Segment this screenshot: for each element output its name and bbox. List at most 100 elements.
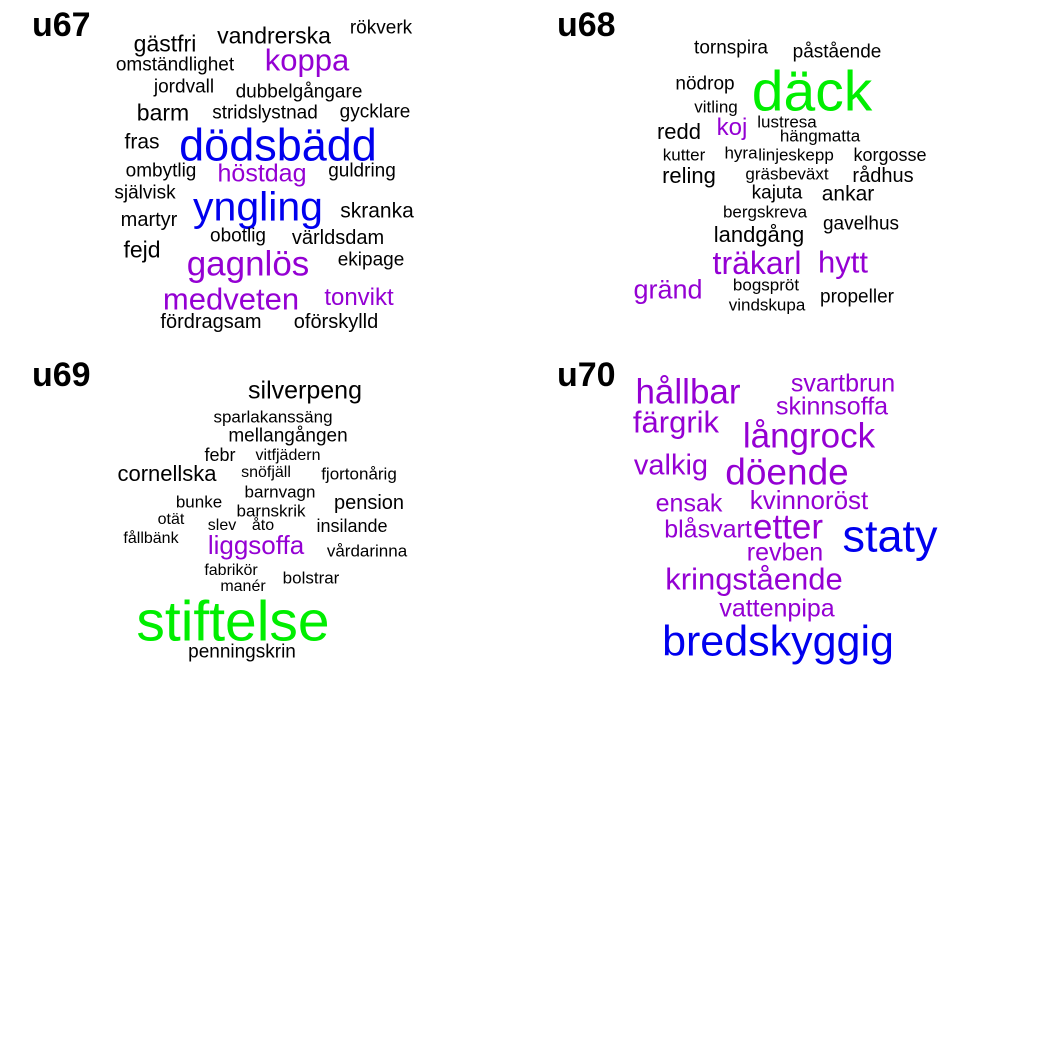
cloud-word: tornspira xyxy=(694,37,768,59)
cloud-word: döende xyxy=(725,451,849,493)
cloud-word: bunke xyxy=(175,492,223,512)
cloud-word: liggsoffa xyxy=(207,530,305,560)
cloud-word: gavelhus xyxy=(822,213,900,235)
cloud-word: bergskreva xyxy=(722,202,808,222)
cloud-word: bredskyggig xyxy=(662,617,894,666)
cloud-word: bolstrar xyxy=(282,568,340,588)
cloud-word: stiftelse xyxy=(136,589,330,654)
cloud-word: hängmatta xyxy=(779,126,861,146)
cloud-word: obotlig xyxy=(210,225,266,247)
cloud-word: gästfri xyxy=(133,30,197,57)
panel-title: u70 xyxy=(557,356,616,394)
cloud-word: hytt xyxy=(818,244,868,280)
cloud-word: vindskupa xyxy=(728,295,806,315)
cloud-word: påstående xyxy=(792,41,882,63)
cloud-word: jordvall xyxy=(153,76,215,98)
cloud-word: propeller xyxy=(820,286,894,308)
cloud-word: barm xyxy=(136,99,190,126)
cloud-word: medveten xyxy=(162,281,300,317)
cloud-word: etter xyxy=(752,507,824,547)
cloud-word: guldring xyxy=(328,160,396,182)
cloud-word: kajuta xyxy=(751,182,803,204)
cloud-word: vattenpipa xyxy=(719,594,835,623)
cloud-word: vitling xyxy=(694,97,738,117)
cloud-word: stridslystnad xyxy=(212,102,318,124)
cloud-word: koj xyxy=(716,114,748,141)
cloud-word: linjeskepp xyxy=(758,145,834,165)
cloud-word: dödsbädd xyxy=(179,119,377,171)
cloud-word: martyr xyxy=(120,209,178,231)
cloud-word: barnvagn xyxy=(244,482,316,502)
cloud-word: gränd xyxy=(633,274,703,305)
cloud-word: nödrop xyxy=(675,73,735,95)
cloud-word: silverpeng xyxy=(248,376,362,405)
cloud-word: fjortonårig xyxy=(321,464,397,484)
cloud-word: skranka xyxy=(340,199,414,223)
cloud-word: febr xyxy=(204,445,236,465)
cloud-word: valkig xyxy=(633,449,709,482)
cloud-word: oförskylld xyxy=(293,311,379,333)
cloud-word: rökverk xyxy=(349,17,413,39)
panel-u67: u67 gästfri vandrerska rökverk koppa omständ… xyxy=(0,0,525,350)
panel-u68: u68 tornspira påstående nödrop däck vitling r… xyxy=(525,0,1050,350)
panel-title: u67 xyxy=(32,6,91,44)
cloud-word: däck xyxy=(751,59,873,124)
panel-u70: u70 svartbrun hållbar skinnsoffa färgrik lån… xyxy=(525,350,1050,700)
cloud-word: gräsbeväxt xyxy=(745,164,829,184)
cloud-word: skinnsoffa xyxy=(775,392,889,421)
cloud-word: sparlakanssäng xyxy=(213,407,333,427)
cloud-word: träkarl xyxy=(712,245,802,281)
cloud-word: reling xyxy=(662,163,716,188)
cloud-word: gycklare xyxy=(339,101,411,123)
cloud-word: ensak xyxy=(655,489,723,518)
cloud-word: hyra xyxy=(724,143,758,163)
cloud-word: långrock xyxy=(742,416,876,456)
cloud-word: staty xyxy=(842,510,938,562)
cloud-word: kvinnoröst xyxy=(749,485,869,515)
cloud-word: mellangången xyxy=(228,425,348,447)
cloud-word: blåsvart xyxy=(664,515,752,544)
cloud-word: färgrik xyxy=(632,404,720,440)
word-cloud: gästfri vandrerska rökverk koppa omständligh… xyxy=(0,0,525,350)
cloud-word: höstdag xyxy=(217,159,307,188)
word-cloud: tornspira påstående nödrop däck vitling redd k… xyxy=(525,0,1050,350)
word-cloud: silverpeng sparlakanssäng mellangången febr… xyxy=(0,350,525,700)
panel-title: u68 xyxy=(557,6,616,44)
cloud-word: vårdarinna xyxy=(326,541,408,561)
cloud-word: cornellska xyxy=(117,461,217,486)
cloud-word: slev xyxy=(207,517,237,534)
cloud-word: koppa xyxy=(264,42,350,78)
cloud-word: korgosse xyxy=(853,145,927,165)
cloud-word: fejd xyxy=(123,236,161,263)
cloud-word: tonvikt xyxy=(324,284,394,311)
cloud-word: fördragsam xyxy=(160,311,262,333)
cloud-word: åto xyxy=(251,517,275,534)
cloud-word: vandrerska xyxy=(217,22,331,49)
cloud-word: lustresa xyxy=(757,112,817,132)
cloud-word: ekipage xyxy=(337,249,405,271)
cloud-word: revben xyxy=(746,538,824,567)
cloud-word: redd xyxy=(656,119,702,144)
cloud-word: fållbänk xyxy=(123,530,179,547)
cloud-word: gagnlös xyxy=(186,244,310,284)
cloud-word: dubbelgångare xyxy=(235,81,363,103)
cloud-word: kutter xyxy=(662,145,706,165)
cloud-word: rådhus xyxy=(852,165,914,187)
cloud-word: omständlighet xyxy=(115,54,235,76)
cloud-word: bogspröt xyxy=(732,275,800,295)
cloud-word: kringstående xyxy=(665,561,843,597)
cloud-word: fras xyxy=(124,130,160,154)
cloud-word: ankar xyxy=(821,182,875,206)
cloud-word: pension xyxy=(333,492,405,514)
panel-title: u69 xyxy=(32,356,91,394)
cloud-word: svartbrun xyxy=(790,369,896,398)
cloud-word: ombytlig xyxy=(125,160,197,182)
word-cloud: svartbrun hållbar skinnsoffa färgrik långroc… xyxy=(525,350,1050,700)
cloud-word: världsdam xyxy=(291,227,385,249)
cloud-word: landgång xyxy=(713,222,805,247)
cloud-word: yngling xyxy=(193,183,323,230)
cloud-word: hållbar xyxy=(635,372,741,412)
panel-u69: u69 silverpeng sparlakanssäng mellangången… xyxy=(0,350,525,700)
cloud-word: självisk xyxy=(114,182,176,204)
cloud-word: fabrikör xyxy=(204,562,258,579)
